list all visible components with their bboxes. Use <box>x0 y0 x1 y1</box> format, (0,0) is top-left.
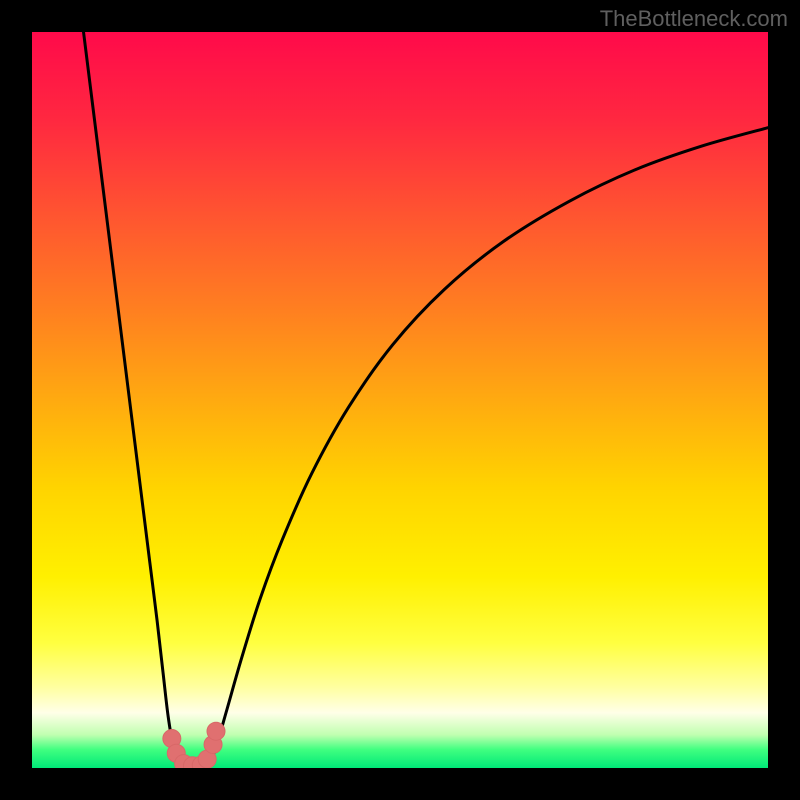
bottleneck-chart: TheBottleneck.com <box>0 0 800 800</box>
marker-dot <box>207 722 225 740</box>
watermark-text: TheBottleneck.com <box>600 6 788 32</box>
chart-svg <box>0 0 800 800</box>
gradient-background <box>32 32 768 768</box>
